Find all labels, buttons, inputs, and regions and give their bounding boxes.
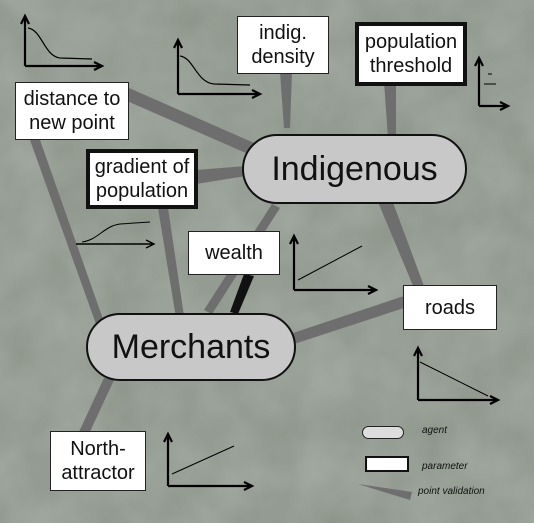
s-curve-chart-icon — [76, 221, 156, 249]
legend-parameter-swatch — [365, 456, 409, 472]
legend-agent-label: agent — [422, 425, 448, 436]
chart-icons — [20, 13, 511, 491]
curve-chart-icon-2 — [173, 37, 263, 99]
param-north-attractor: North- attractor — [50, 431, 146, 491]
param-distance-to-new-point: distance to new point — [15, 82, 129, 140]
agent-merchants: Merchants — [86, 313, 296, 381]
connector-distance-merchants — [30, 140, 104, 324]
connector-indigenous-roads — [378, 200, 424, 288]
agent-indigenous: Indigenous — [242, 134, 467, 204]
param-gradient-of-population: gradient of population — [86, 149, 198, 209]
decreasing-chart-icon — [413, 345, 501, 405]
linear-chart-icon-north — [163, 431, 255, 491]
legend-validation-shape — [358, 484, 412, 500]
legend-parameter-label: parameter — [422, 461, 468, 472]
connector-north-merchants — [78, 378, 114, 436]
connector-distance-indigenous — [120, 84, 270, 160]
legend-validation-label: point validation — [418, 486, 485, 497]
connector-wealth-merchants — [230, 274, 254, 314]
curve-chart-icon-1 — [20, 13, 105, 71]
param-wealth: wealth — [188, 231, 280, 275]
linear-chart-icon-wealth — [289, 233, 379, 295]
legend-agent-swatch — [362, 426, 404, 439]
connector-density-indigenous — [280, 72, 292, 128]
param-population-threshold: population threshold — [355, 22, 467, 86]
connector-gradient-indigenous — [196, 166, 246, 184]
connector-gradient-merchants — [158, 208, 184, 318]
connector-roads-merchants — [284, 296, 404, 346]
connector-threshold-indigenous — [384, 82, 396, 138]
param-roads: roads — [403, 285, 497, 330]
param-indig-density: indig. density — [237, 16, 329, 74]
step-chart-icon — [474, 55, 511, 111]
